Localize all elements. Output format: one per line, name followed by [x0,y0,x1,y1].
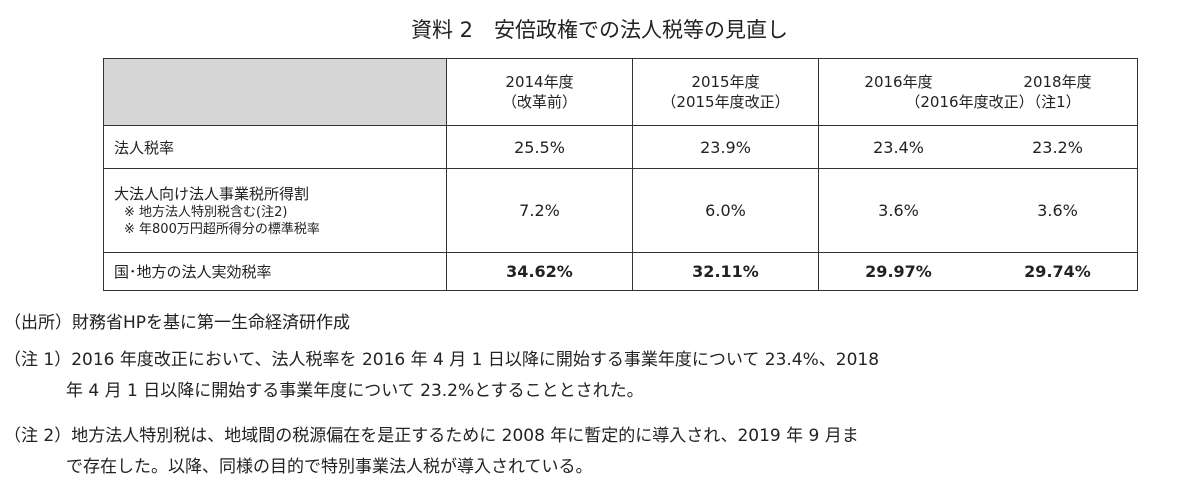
cell-pair: 23.4% 23.2% [819,138,1137,157]
row-label: 国･地方の法人実効税率 [103,252,447,291]
cell-value: 3.6% [878,201,919,220]
header-cell: 2014年度 （改革前） [446,58,633,126]
header-line: （2015年度改正） [661,93,790,111]
note-text: 年 4 月 1 日以降に開始する事業年度について 23.2%とすることとされた。 [66,381,644,401]
note-text: 地方法人特別税は、地域間の税源偏在を是正するために 2008 年に暫定的に導入さ… [71,426,859,446]
row-note: ※ 地方法人特別税含む(注2) [124,205,288,220]
cell: 6.0% [632,168,819,253]
cell: 23.9% [632,125,819,169]
source: （出所）財務省HPを基に第一生命経済研作成 [4,313,351,333]
cell: 34.62% [446,252,633,291]
header-years: 2016年度 2018年度 [819,72,1137,92]
cell: 3.6% 3.6% [818,168,1138,253]
note-line: （注 2）地方法人特別税は、地域間の税源偏在を是正するために 2008 年に暫定… [4,421,859,446]
cell-value: 23.2% [1032,137,1083,157]
cell-value: 3.6% [1037,201,1078,220]
header-cell: 2015年度 （2015年度改正） [632,58,819,126]
note-line: （注 1）2016 年度改正において、法人税率を 2016 年 4 月 1 日以… [4,345,879,370]
cell: 23.4% 23.2% [818,125,1138,169]
header-line: 2015年度 [691,73,760,91]
header-line: （改革前） [501,93,577,111]
row-note: ※ 年800万円超所得分の標準税率 [124,222,320,237]
cell-pair: 29.97% 29.74% [819,262,1137,281]
note-text: 2016 年度改正において、法人税率を 2016 年 4 月 1 日以降に開始す… [71,350,880,370]
header-line: 2016年度 [864,73,933,91]
table: 2014年度 （改革前） 2015年度 （2015年度改正） 2016年度 2018年… [103,58,1138,291]
header-cell: 2016年度 2018年度 （2016年度改正）（注1） [818,58,1138,126]
cell-pair: 3.6% 3.6% [819,201,1137,220]
cell-value: 23.4% [873,137,924,157]
cell: 25.5% [446,125,633,169]
row: 国･地方の法人実効税率 34.62% 32.11% 29.97% 29.74% [103,252,1138,291]
corner-cell [103,58,447,126]
header-line: 2014年度 [505,73,574,91]
row-label-cell: 大法人向け法人事業税所得割 ※ 地方法人特別税含む(注2) ※ 年800万円超所得分… [103,168,447,253]
cell-value: 29.74% [1024,262,1091,281]
header-row: 2014年度 （改革前） 2015年度 （2015年度改正） 2016年度 2018年… [103,58,1138,126]
cell-value: 29.97% [865,262,932,281]
row-label: 法人税率 [103,125,447,169]
note-text: で存在した。以降、同様の目的で特別事業法人税が導入されている。 [66,457,593,477]
cell: 7.2% [446,168,633,253]
row-label: 大法人向け法人事業税所得割 [114,185,310,203]
title: 資料 2 安倍政権での法人税等の見直し [410,18,789,42]
row: 大法人向け法人事業税所得割 ※ 地方法人特別税含む(注2) ※ 年800万円超所得分… [103,168,1138,253]
cell: 29.97% 29.74% [818,252,1138,291]
cell: 32.11% [632,252,819,291]
header-line: （2016年度改正）（注1） [905,93,1081,111]
note-label: （注 1） [4,350,72,370]
note-label: （注 2） [4,426,72,446]
row: 法人税率 25.5% 23.9% 23.4% 23.2% [103,125,1138,169]
header-line: 2018年度 [1023,73,1092,91]
